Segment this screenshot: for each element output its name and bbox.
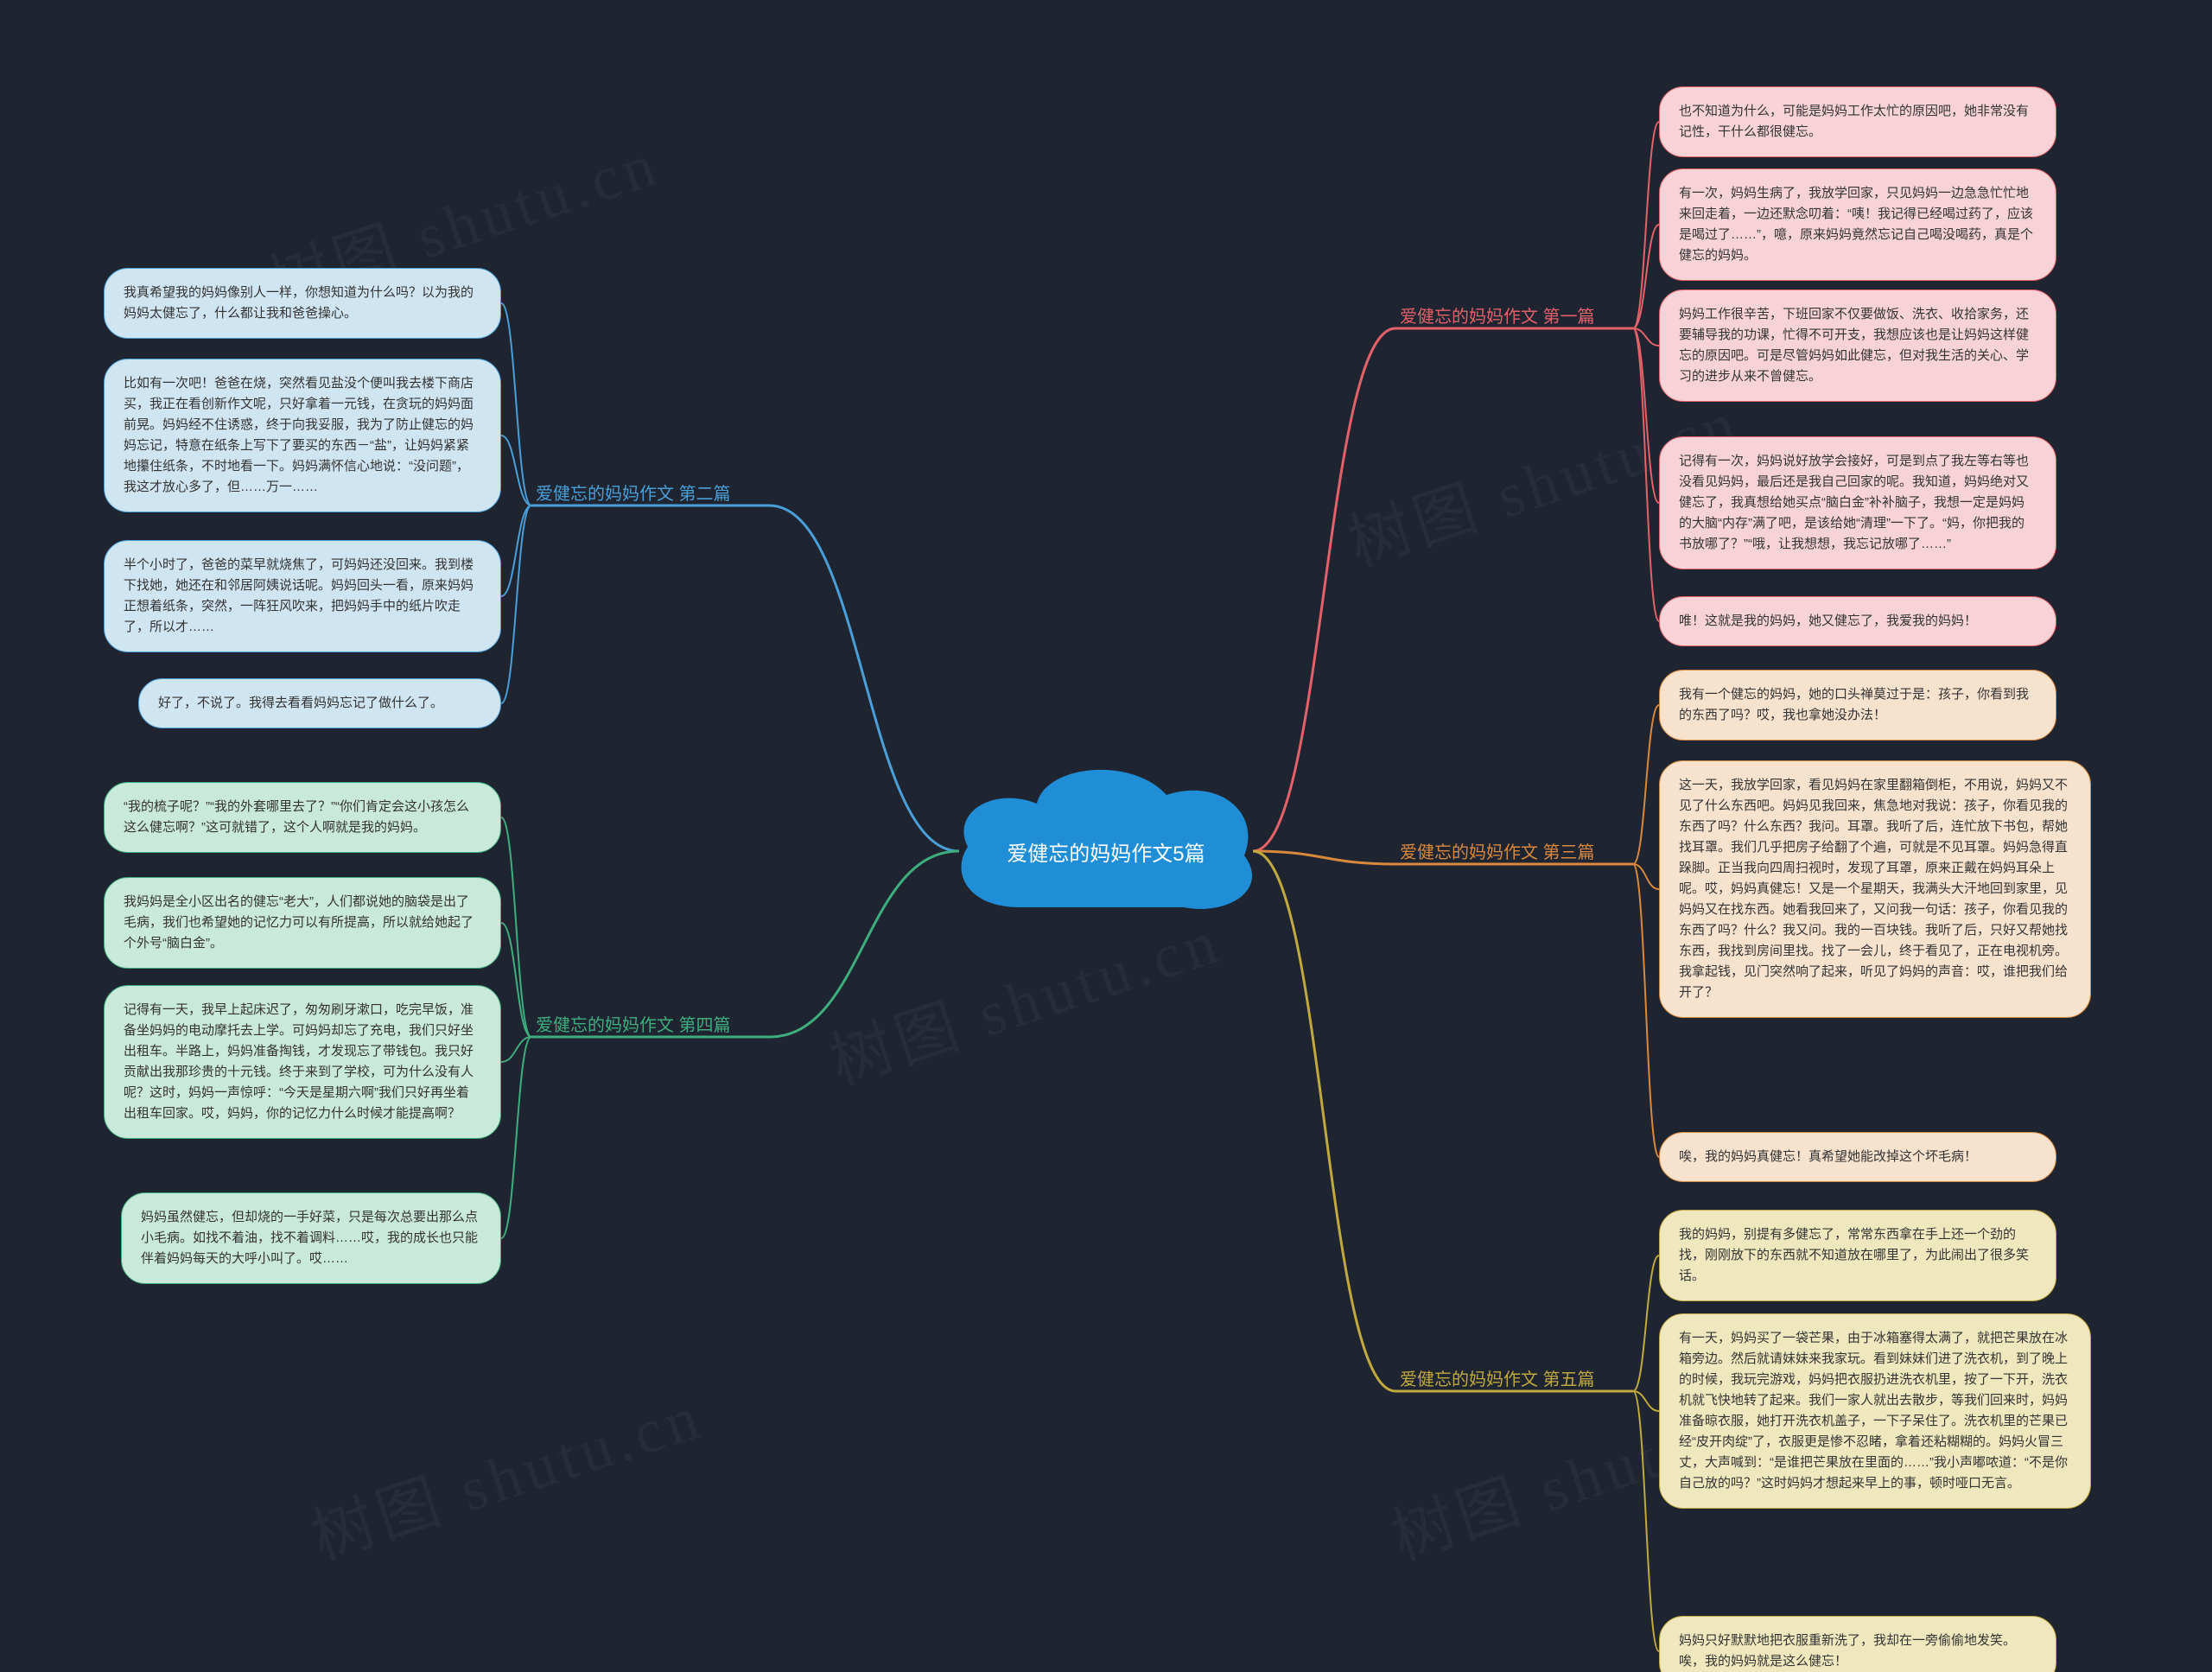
leaf-node: 我的妈妈，别提有多健忘了，常常东西拿在手上还一个劲的找，刚刚放下的东西就不知道放… bbox=[1659, 1210, 2056, 1301]
leaf-node: 唯！这就是我的妈妈，她又健忘了，我爱我的妈妈！ bbox=[1659, 596, 2056, 646]
leaf-node: 这一天，我放学回家，看见妈妈在家里翻箱倒柜，不用说，妈妈又不见了什么东西吧。妈妈… bbox=[1659, 760, 2091, 1018]
leaf-node: 有一次，妈妈生病了，我放学回家，只见妈妈一边急急忙忙地来回走着，一边还默念叨着：… bbox=[1659, 168, 2056, 281]
leaf-node: 比如有一次吧！爸爸在烧，突然看见盐没个便叫我去楼下商店买，我正在看创新作文呢，只… bbox=[104, 359, 501, 512]
leaf-node: 我真希望我的妈妈像别人一样，你想知道为什么吗？以为我的妈妈太健忘了，什么都让我和… bbox=[104, 268, 501, 339]
leaf-node: 半个小时了，爸爸的菜早就烧焦了，可妈妈还没回来。我到楼下找她，她还在和邻居阿姨说… bbox=[104, 540, 501, 652]
branch-label: 爱健忘的妈妈作文 第二篇 bbox=[536, 480, 731, 505]
leaf-node: 妈妈工作很辛苦，下班回家不仅要做饭、洗衣、收拾家务，还要辅导我的功课，忙得不可开… bbox=[1659, 289, 2056, 402]
branch-label: 爱健忘的妈妈作文 第一篇 bbox=[1400, 302, 1595, 327]
branch-label: 爱健忘的妈妈作文 第五篇 bbox=[1400, 1365, 1595, 1390]
leaf-node: 我妈妈是全小区出名的健忘“老大”，人们都说她的脑袋是出了毛病，我们也希望她的记忆… bbox=[104, 877, 501, 969]
leaf-node: 记得有一次，妈妈说好放学会接好，可是到点了我左等右等也没看见妈妈，最后还是我自己… bbox=[1659, 436, 2056, 569]
watermark: 树图 shutu.cn bbox=[298, 1365, 712, 1577]
center-title: 爱健忘的妈妈作文5篇 bbox=[1007, 836, 1205, 867]
mindmap-canvas: 树图 shutu.cn树图 shutu.cn树图 shutu.cn树图 shut… bbox=[0, 0, 2212, 1672]
leaf-node: 妈妈只好默默地把衣服重新洗了，我却在一旁偷偷地发笑。唉，我的妈妈就是这么健忘！ bbox=[1659, 1616, 2056, 1672]
leaf-node: 妈妈虽然健忘，但却烧的一手好菜，只是每次总要出那么点小毛病。如找不着油，找不着调… bbox=[121, 1192, 501, 1284]
leaf-node: 好了，不说了。我得去看看妈妈忘记了做什么了。 bbox=[138, 678, 501, 728]
leaf-node: 有一天，妈妈买了一袋芒果，由于冰箱塞得太满了，就把芒果放在冰箱旁边。然后就请妹妹… bbox=[1659, 1313, 2091, 1509]
leaf-node: 唉，我的妈妈真健忘！真希望她能改掉这个坏毛病！ bbox=[1659, 1132, 2056, 1182]
leaf-node: 我有一个健忘的妈妈，她的口头禅莫过于是：孩子，你看到我的东西了吗？哎，我也拿她没… bbox=[1659, 670, 2056, 741]
branch-label: 爱健忘的妈妈作文 第四篇 bbox=[536, 1011, 731, 1036]
center-topic: 爱健忘的妈妈作文5篇 bbox=[950, 752, 1262, 925]
leaf-node: 记得有一天，我早上起床迟了，匆匆刷牙漱口，吃完早饭，准备坐妈妈的电动摩托去上学。… bbox=[104, 985, 501, 1139]
branch-label: 爱健忘的妈妈作文 第三篇 bbox=[1400, 838, 1595, 863]
leaf-node: “我的梳子呢？”“我的外套哪里去了？”“你们肯定会这小孩怎么这么健忘啊？”这可就… bbox=[104, 782, 501, 853]
leaf-node: 也不知道为什么，可能是妈妈工作太忙的原因吧，她非常没有记性，干什么都很健忘。 bbox=[1659, 86, 2056, 157]
